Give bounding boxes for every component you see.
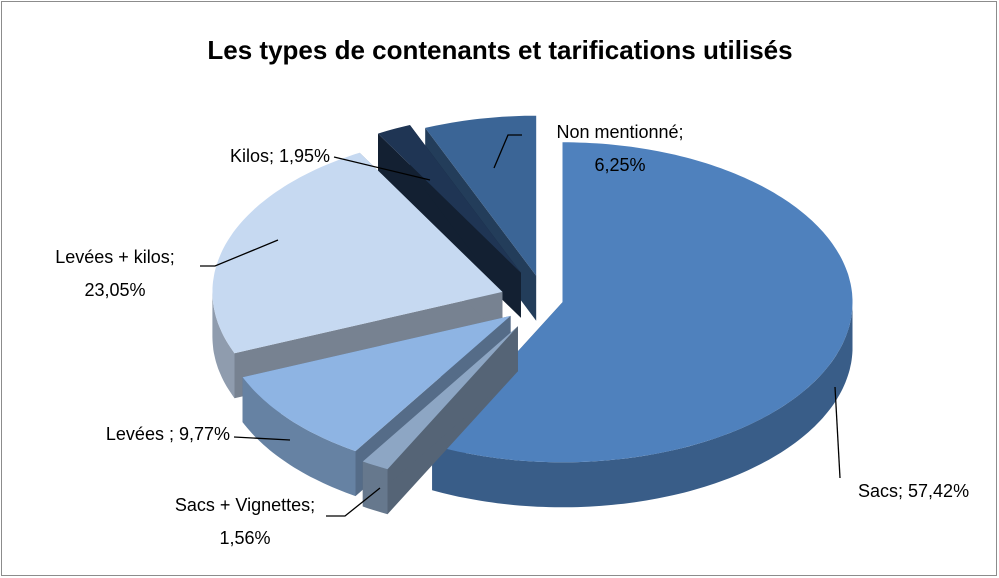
pie-slice [432, 142, 853, 508]
leader-line [333, 156, 431, 181]
slice-side [362, 461, 388, 515]
leader-line [493, 134, 522, 169]
data-label: Sacs; 57,42% [858, 481, 969, 501]
data-label: Levées ; 9,77% [106, 424, 230, 444]
slice-top [378, 125, 521, 273]
slice-top [362, 326, 518, 470]
pie-slice [212, 152, 503, 399]
slice-wall [378, 133, 521, 318]
data-label: Sacs + Vignettes; 1,56% [175, 495, 315, 548]
data-label: Kilos; 1,95% [230, 146, 330, 166]
slice-side [432, 302, 853, 508]
data-label: Non mentionné; 6,25% [556, 122, 683, 175]
slice-side [212, 291, 235, 399]
leader-line [200, 239, 279, 267]
slice-wall [362, 326, 518, 507]
pie-slice [362, 326, 518, 515]
leader-line [326, 487, 381, 517]
data-label: Levées + kilos; 23,05% [55, 247, 175, 300]
slice-top [242, 315, 511, 452]
pie-slice [378, 125, 521, 318]
slice-top [425, 115, 537, 276]
slice-side [242, 377, 356, 497]
leader-line [233, 436, 291, 441]
chart-title: Les types de contenants et tarifications… [207, 35, 792, 65]
slice-top [432, 142, 853, 463]
leader-line [834, 386, 841, 479]
slice-top [212, 152, 503, 354]
